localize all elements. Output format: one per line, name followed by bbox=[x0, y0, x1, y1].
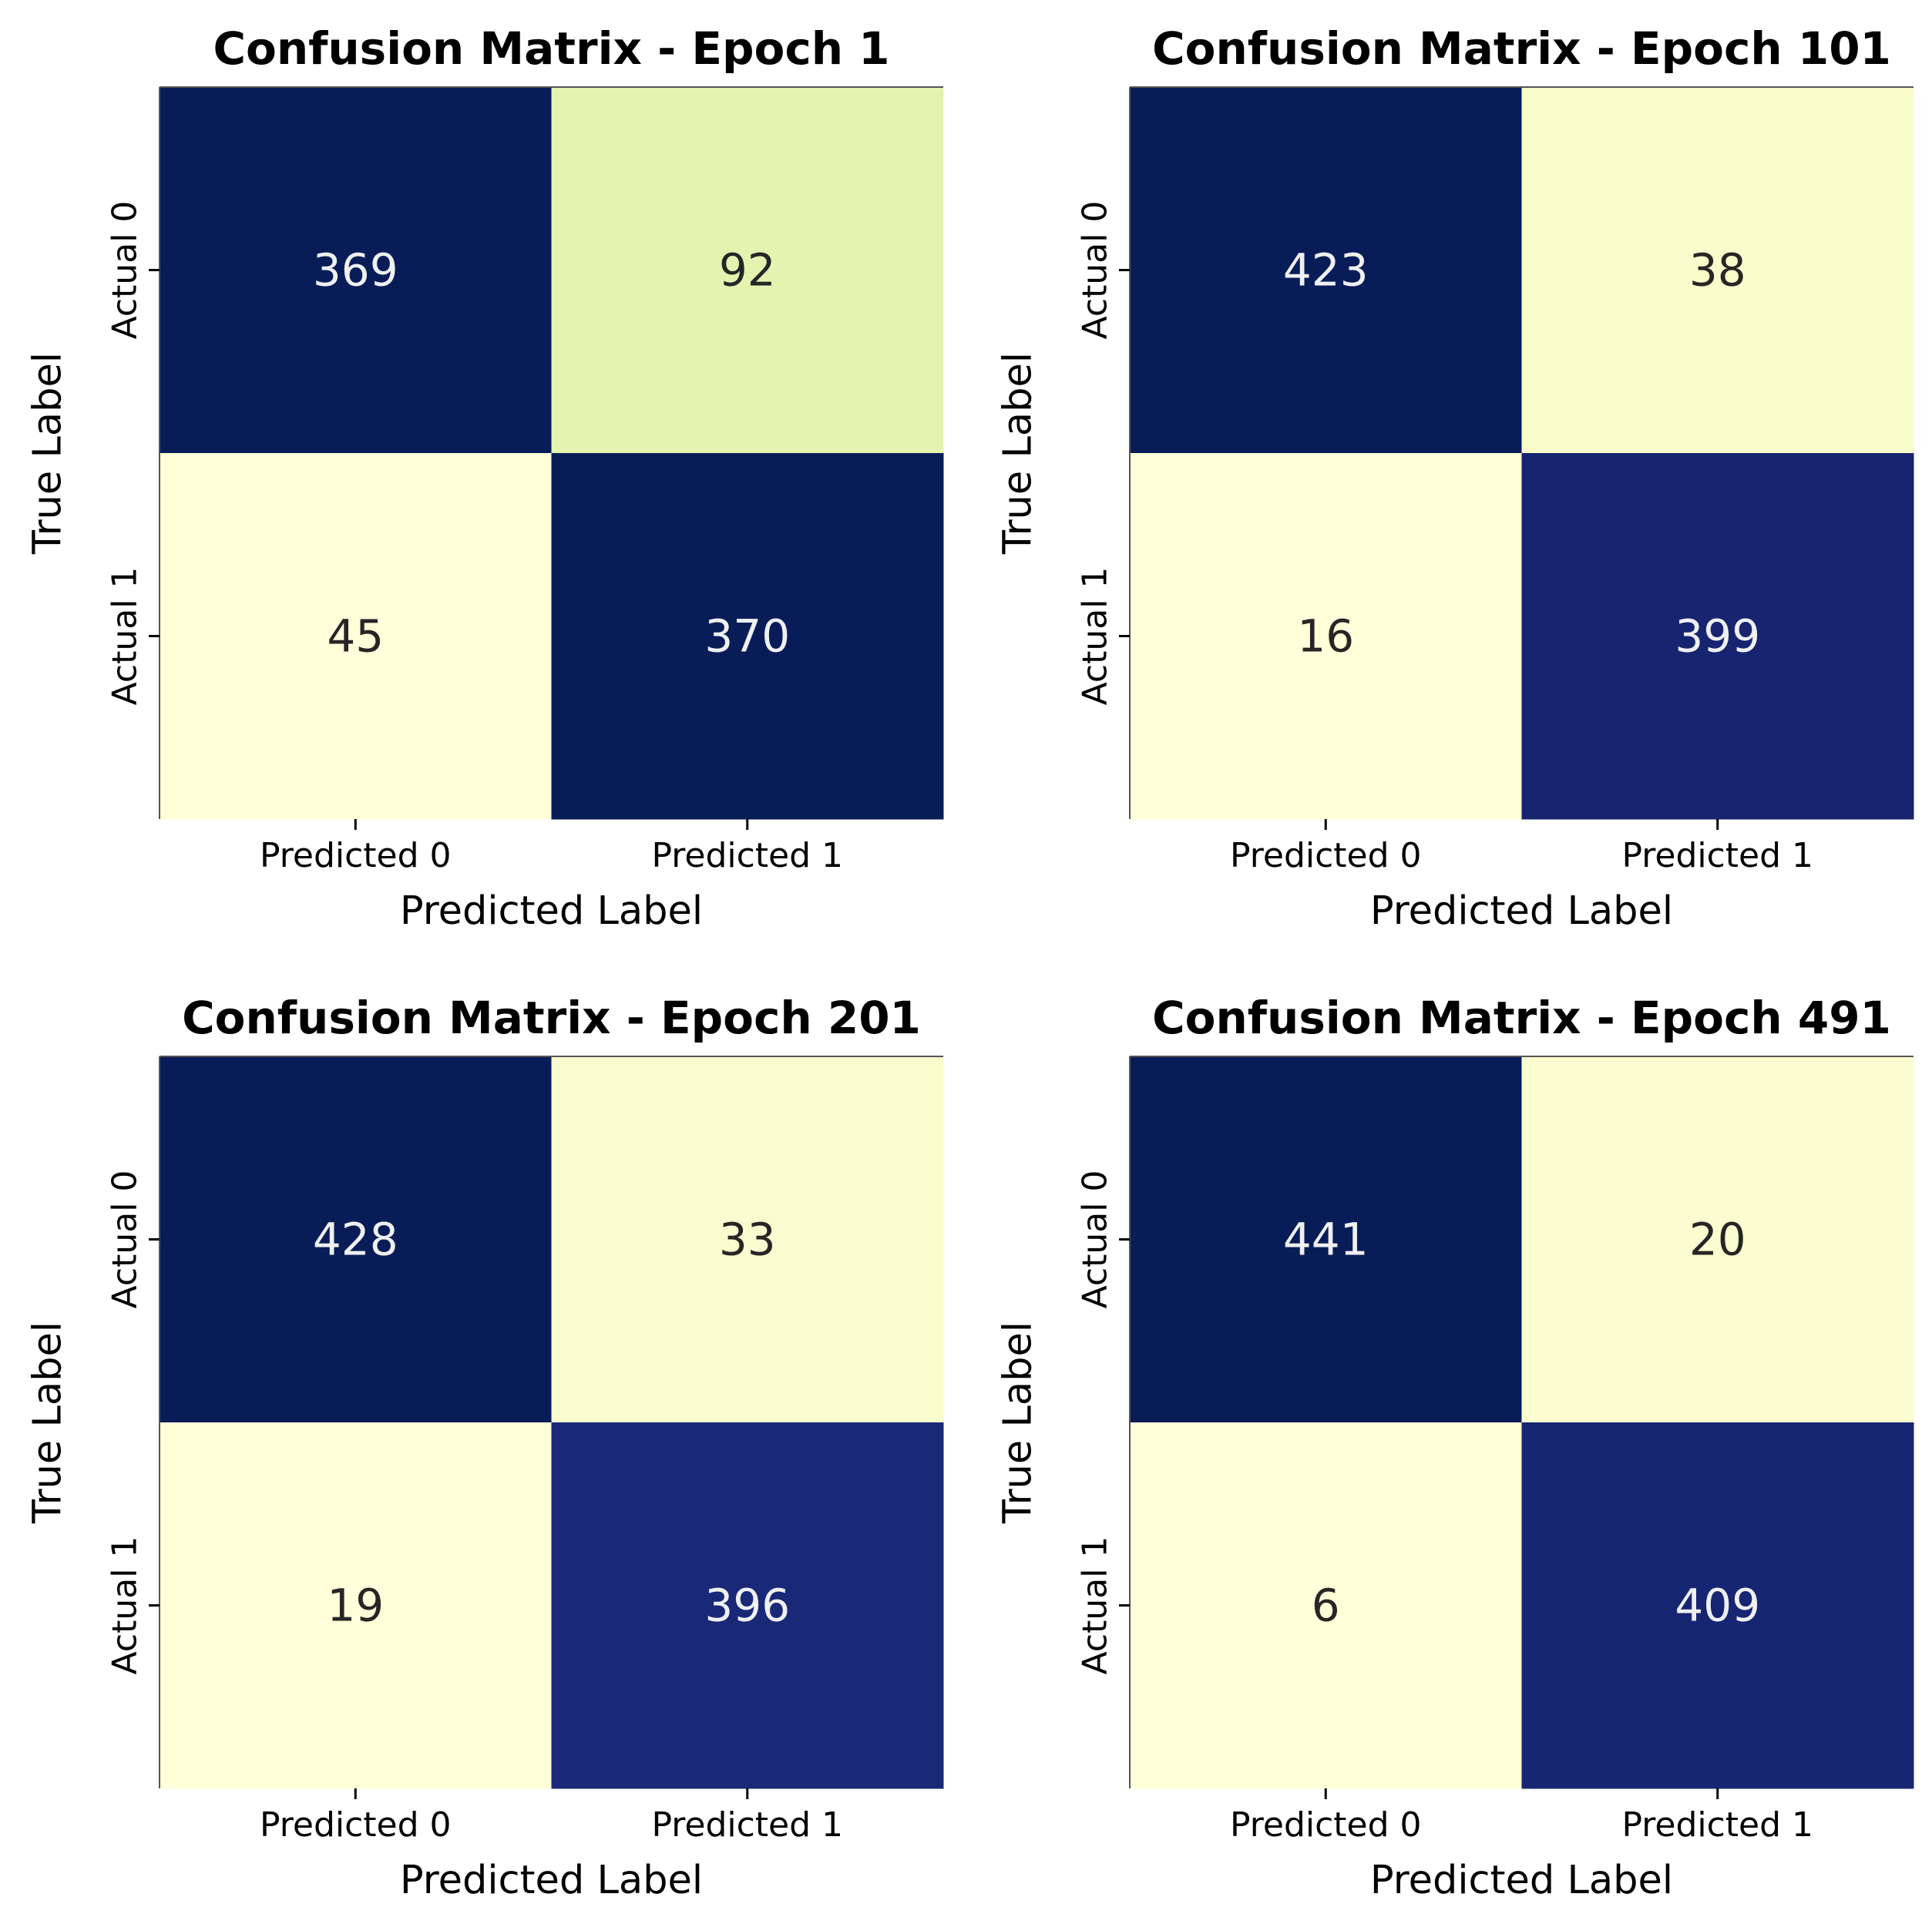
y-axis-title: True Label bbox=[25, 1321, 71, 1524]
heatmap-cell bbox=[551, 1056, 944, 1423]
x-tick-label: Predicted 1 bbox=[1621, 1805, 1813, 1845]
cell-value-label: 16 bbox=[1297, 610, 1354, 663]
matrix-panel-1: Confusion Matrix - Epoch 1 369 92 45 370 Pred… bbox=[25, 22, 944, 934]
cell-value-label: 409 bbox=[1675, 1580, 1760, 1632]
matrix-panel-2: Confusion Matrix - Epoch 101 423 38 16 399 Pr… bbox=[996, 22, 1914, 934]
heatmap-cell bbox=[1521, 1056, 1914, 1423]
y-tick-label: Actual 1 bbox=[1076, 1536, 1115, 1675]
heatmap-cell bbox=[1130, 87, 1522, 454]
heatmap-cell bbox=[551, 1422, 944, 1789]
x-tick-label: Predicted 0 bbox=[1230, 1805, 1422, 1845]
heatmap-cell bbox=[1521, 453, 1914, 820]
heatmap-cell bbox=[1130, 1422, 1522, 1789]
heatmap-cell bbox=[160, 87, 552, 454]
x-tick-label: Predicted 0 bbox=[260, 1805, 452, 1845]
y-tick-label: Actual 1 bbox=[106, 1536, 145, 1675]
x-tick-label: Predicted 1 bbox=[651, 836, 843, 875]
chart-title: Confusion Matrix - Epoch 101 bbox=[1152, 22, 1891, 75]
cell-value-label: 19 bbox=[327, 1580, 384, 1632]
cell-value-label: 45 bbox=[327, 610, 384, 663]
heatmap-cell bbox=[1521, 87, 1914, 454]
y-tick-label: Actual 1 bbox=[1076, 567, 1115, 706]
x-axis-title: Predicted Label bbox=[400, 1858, 703, 1903]
y-axis-title: True Label bbox=[996, 352, 1041, 555]
cell-value-label: 33 bbox=[719, 1214, 776, 1266]
chart-title: Confusion Matrix - Epoch 1 bbox=[213, 22, 889, 75]
matrix-panel-4: Confusion Matrix - Epoch 491 441 20 6 409 Pre… bbox=[996, 992, 1914, 1903]
y-tick-label: Actual 0 bbox=[1076, 1170, 1115, 1309]
cell-value-label: 6 bbox=[1312, 1580, 1340, 1632]
x-tick-label: Predicted 1 bbox=[1621, 836, 1813, 875]
cell-value-label: 38 bbox=[1689, 244, 1746, 297]
x-axis-title: Predicted Label bbox=[1370, 1858, 1673, 1903]
cell-value-label: 20 bbox=[1689, 1214, 1746, 1266]
cell-value-label: 369 bbox=[313, 244, 398, 297]
cell-value-label: 396 bbox=[704, 1580, 790, 1632]
heatmap-cell bbox=[160, 453, 552, 820]
heatmap-cell bbox=[551, 453, 944, 820]
heatmap-cell bbox=[160, 1422, 552, 1789]
heatmap-cell bbox=[1130, 1056, 1522, 1423]
x-tick-label: Predicted 1 bbox=[651, 1805, 843, 1845]
heatmap-cell bbox=[1521, 1422, 1914, 1789]
heatmap-cell bbox=[160, 1056, 552, 1423]
cell-value-label: 370 bbox=[704, 610, 790, 663]
cell-value-label: 428 bbox=[313, 1214, 398, 1266]
cell-value-label: 92 bbox=[719, 244, 776, 297]
y-axis-title: True Label bbox=[996, 1321, 1041, 1524]
x-axis-title: Predicted Label bbox=[1370, 888, 1673, 934]
y-tick-label: Actual 0 bbox=[106, 1170, 145, 1309]
chart-title: Confusion Matrix - Epoch 491 bbox=[1152, 992, 1891, 1044]
chart-title: Confusion Matrix - Epoch 201 bbox=[182, 992, 921, 1044]
x-tick-label: Predicted 0 bbox=[1230, 836, 1422, 875]
y-tick-label: Actual 0 bbox=[106, 201, 145, 340]
cell-value-label: 399 bbox=[1675, 610, 1760, 663]
y-axis-title: True Label bbox=[25, 352, 71, 555]
cell-value-label: 441 bbox=[1283, 1214, 1369, 1266]
y-tick-label: Actual 0 bbox=[1076, 201, 1115, 340]
matrix-panel-3: Confusion Matrix - Epoch 201 428 33 19 396 Pr… bbox=[25, 992, 944, 1903]
x-tick-label: Predicted 0 bbox=[260, 836, 452, 875]
x-axis-title: Predicted Label bbox=[400, 888, 703, 934]
cell-value-label: 423 bbox=[1283, 244, 1369, 297]
heatmap-cell bbox=[551, 87, 944, 454]
heatmap-cell bbox=[1130, 453, 1522, 820]
y-tick-label: Actual 1 bbox=[106, 567, 145, 706]
